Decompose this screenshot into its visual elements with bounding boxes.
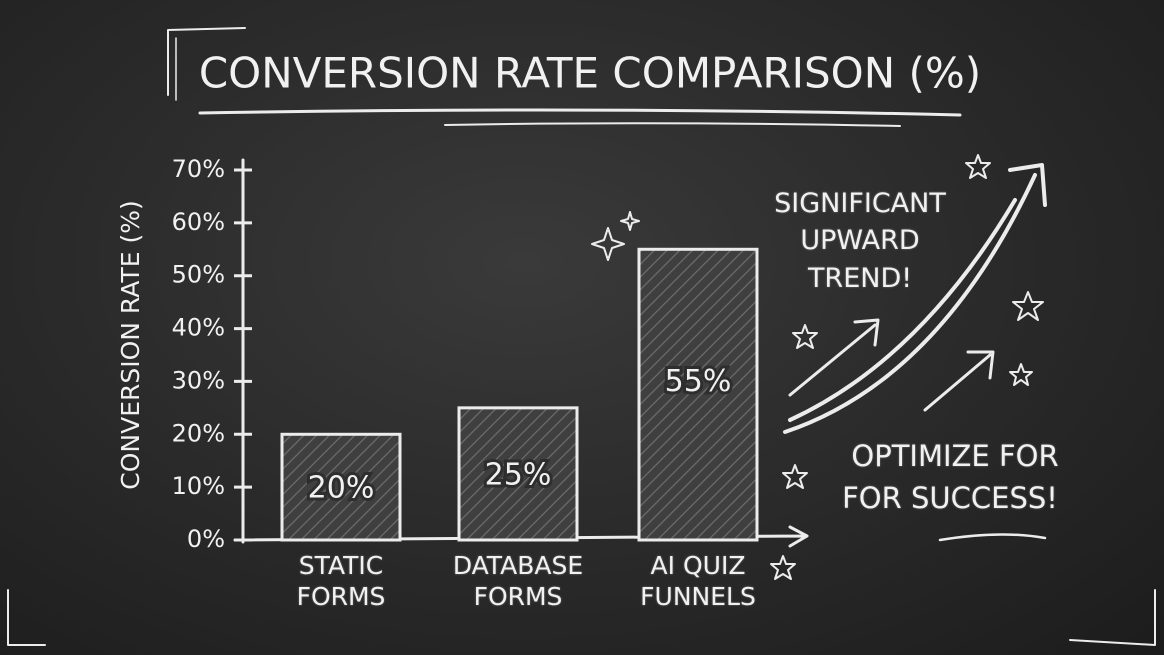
x-tick-label: DATABASE FORMS xyxy=(452,551,584,612)
annotation: FOR SUCCESS! xyxy=(842,481,1058,515)
chart-title: CONVERSION RATE COMPARISON (%) xyxy=(199,49,981,98)
bar xyxy=(457,406,579,542)
value-label: 55% xyxy=(665,364,732,399)
y-tick-label: 70% xyxy=(172,155,225,183)
y-tick-label: 50% xyxy=(172,261,225,289)
x-tick-label: STATIC FORMS xyxy=(296,551,386,612)
frame-corner xyxy=(7,589,46,646)
y-tick-label: 0% xyxy=(187,525,225,553)
annotation-underline xyxy=(938,533,1047,542)
title-underline xyxy=(198,108,962,117)
y-tick-label: 40% xyxy=(172,314,225,342)
frame-corner xyxy=(1069,589,1156,646)
small-arrow xyxy=(788,318,880,397)
stars xyxy=(770,154,1044,580)
y-tick-label: 10% xyxy=(172,472,225,500)
frame-corner xyxy=(167,27,246,96)
y-tick-label: 60% xyxy=(172,208,225,236)
value-label: 25% xyxy=(485,457,552,492)
bar xyxy=(637,247,759,542)
sparkles xyxy=(591,211,640,261)
small-arrow xyxy=(923,350,995,412)
title-underline xyxy=(444,122,901,127)
bar xyxy=(280,432,402,542)
trend-arrow xyxy=(783,163,1047,434)
annotation: SIGNIFICANT UPWARD TREND! xyxy=(774,188,946,294)
value-label: 20% xyxy=(308,471,375,506)
x-tick-label: AI QUIZ FUNNELS xyxy=(640,551,756,612)
annotation: OPTIMIZE FOR xyxy=(851,439,1059,473)
y-tick-label: 20% xyxy=(172,419,225,447)
y-tick-label: 30% xyxy=(172,366,225,394)
y-axis-label: CONVERSION RATE (%) xyxy=(116,200,145,489)
